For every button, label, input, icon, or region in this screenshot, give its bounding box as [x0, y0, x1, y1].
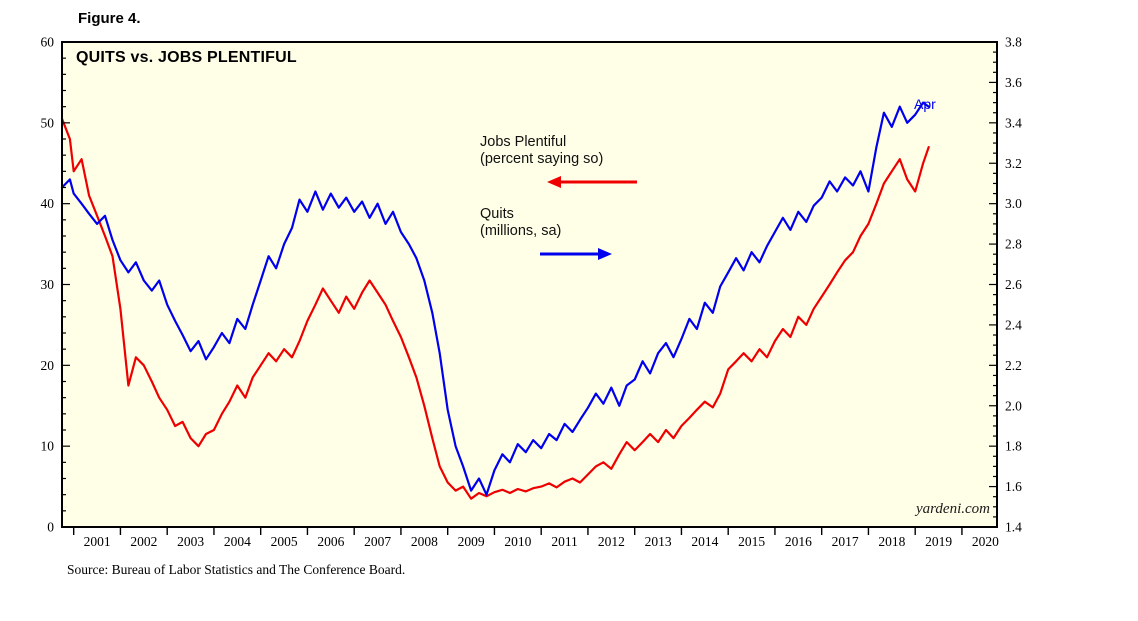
plot-frame: [61, 41, 998, 528]
x-tick-label: 2015: [738, 534, 765, 549]
x-tick-label: 2004: [224, 534, 251, 549]
x-tick-label: 2017: [832, 534, 859, 549]
x-tick-label: 2014: [691, 534, 718, 549]
left-tick-label: 30: [41, 277, 55, 292]
left-tick-label: 10: [41, 439, 55, 454]
x-tick-label: 2013: [645, 534, 672, 549]
right-tick-label: 1.6: [1005, 479, 1022, 494]
right-tick-label: 3.0: [1005, 196, 1022, 211]
x-tick-label: 2019: [925, 534, 952, 549]
right-tick-label: 3.4: [1005, 115, 1022, 130]
x-tick-label: 2003: [177, 534, 204, 549]
right-tick-label: 2.0: [1005, 398, 1022, 413]
chart-title: QUITS vs. JOBS PLENTIFUL: [76, 49, 297, 66]
left-tick-label: 40: [41, 196, 55, 211]
jobs-plentiful-annotation-line1: Jobs Plentiful: [480, 134, 567, 150]
right-tick-label: 3.2: [1005, 156, 1022, 171]
latest-point-label: Apr: [914, 96, 936, 112]
x-axis-ticks: [72, 527, 963, 535]
plot-background: [62, 42, 997, 527]
right-tick-label: 2.2: [1005, 358, 1022, 373]
x-tick-label: 2006: [317, 534, 344, 549]
x-tick-label: 2012: [598, 534, 625, 549]
watermark: yardeni.com: [915, 501, 990, 517]
x-tick-label: 2008: [411, 534, 438, 549]
left-tick-label: 0: [47, 520, 54, 535]
right-tick-label: 2.8: [1005, 237, 1022, 252]
right-tick-label: 1.8: [1005, 439, 1022, 454]
source-note: Source: Bureau of Labor Statistics and T…: [67, 562, 406, 577]
left-tick-label: 50: [41, 115, 55, 130]
x-tick-label: 2009: [458, 534, 485, 549]
x-tick-label: 2007: [364, 534, 391, 549]
right-tick-label: 3.6: [1005, 75, 1022, 90]
right-tick-label: 2.6: [1005, 277, 1022, 292]
x-tick-label: 2010: [504, 534, 531, 549]
jobs-plentiful-line: [60, 117, 930, 500]
jobs-plentiful-left-arrow-icon: [547, 176, 637, 188]
right-tick-label: 1.4: [1005, 520, 1022, 535]
x-tick-label: 2020: [972, 534, 999, 549]
quits-annotation-line2: (millions, sa): [480, 223, 562, 240]
left-tick-label: 60: [41, 35, 55, 50]
x-tick-label: 2002: [130, 534, 157, 549]
x-tick-label: 2018: [878, 534, 905, 549]
x-tick-label: 2005: [271, 534, 298, 549]
quits-right-arrow-icon: [540, 248, 612, 260]
jobs-plentiful-annotation-line2: (percent saying so): [480, 151, 604, 168]
x-tick-label: 2016: [785, 534, 812, 549]
jobs-plentiful-annotation: Jobs Plentiful (percent saying so): [480, 134, 603, 168]
left-tick-label: 20: [41, 358, 55, 373]
quits-annotation: Quits (millions, sa): [480, 206, 561, 240]
right-tick-label: 2.4: [1005, 317, 1022, 332]
quits-annotation-line1: Quits: [480, 206, 514, 222]
x-tick-label: 2001: [84, 534, 111, 549]
right-tick-label: 3.8: [1005, 35, 1022, 50]
quits-line: [60, 101, 930, 496]
x-tick-label: 2011: [551, 534, 578, 549]
figure-label: Figure 4.: [78, 10, 141, 27]
